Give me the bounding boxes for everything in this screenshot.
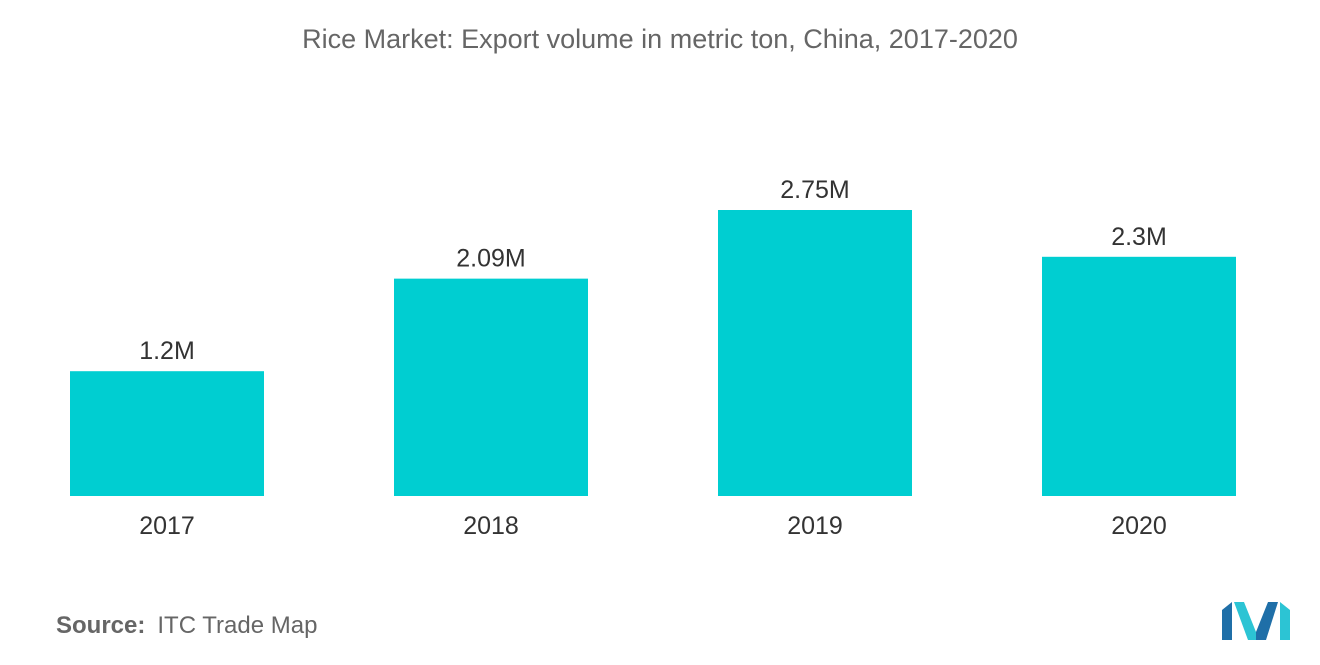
logo-shape-1 xyxy=(1222,602,1232,640)
x-tick-label-2018: 2018 xyxy=(463,512,519,540)
chart-title: Rice Market: Export volume in metric ton… xyxy=(302,24,1018,54)
logo-shape-4 xyxy=(1280,602,1290,640)
x-tick-label-2019: 2019 xyxy=(787,512,843,540)
bar-value-label-2019: 2.75M xyxy=(780,176,849,204)
bar-2020 xyxy=(1042,256,1236,496)
bar-2018 xyxy=(394,278,588,496)
source-note: Source: ITC Trade Map xyxy=(56,612,317,640)
logo-shape-3 xyxy=(1256,602,1278,640)
bar-value-label-2020: 2.3M xyxy=(1111,223,1167,251)
source-text: ITC Trade Map xyxy=(157,612,318,639)
bar-chart: 1.2M 2017 2.09M 2018 2.75M 2019 2.3M 2020 xyxy=(70,176,1236,540)
source-label: Source: xyxy=(56,612,146,639)
x-tick-label-2017: 2017 xyxy=(139,512,195,540)
bar-value-label-2018: 2.09M xyxy=(456,245,525,273)
x-tick-label-2020: 2020 xyxy=(1111,512,1167,540)
logo-shape-2 xyxy=(1234,602,1256,640)
bar-2019 xyxy=(718,210,912,496)
mordor-intelligence-logo-icon xyxy=(1222,602,1290,640)
bar-value-label-2017: 1.2M xyxy=(139,337,195,365)
bar-2017 xyxy=(70,371,264,496)
